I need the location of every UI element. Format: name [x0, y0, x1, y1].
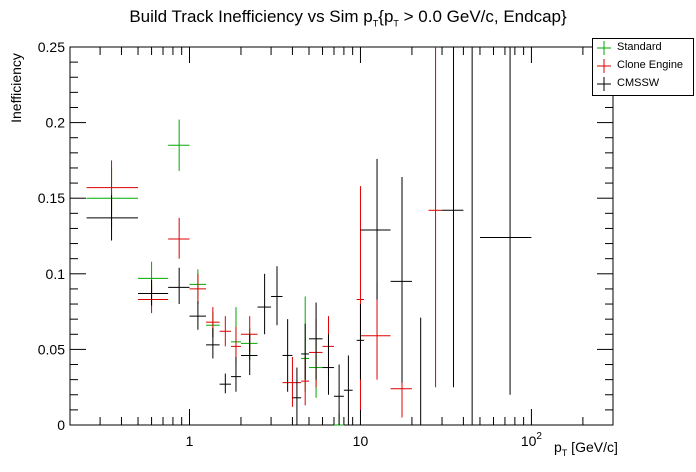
chart-title: Build Track Inefficiency vs Sim pT{pT > …: [129, 7, 567, 29]
point-clone-engine: [390, 356, 412, 418]
y-tick-label: 0: [57, 417, 65, 433]
legend-item-standard: Standard: [593, 39, 693, 57]
point-standard: [168, 119, 190, 171]
point-clone-engine: [189, 273, 207, 305]
legend: Standard Clone Engine CMSSW: [592, 38, 694, 96]
legend-item-clone-engine: Clone Engine: [593, 57, 693, 75]
point-cmssw: [219, 373, 232, 394]
point-clone-engine: [428, 47, 443, 388]
point-cmssw: [231, 356, 241, 392]
legend-label-clone-engine: Clone Engine: [617, 59, 684, 71]
point-cmssw: [292, 367, 302, 425]
y-axis-label: Inefficiency: [8, 53, 24, 123]
y-tick-label: 0.25: [38, 39, 65, 55]
point-cmssw: [356, 304, 365, 380]
point-clone-engine: [138, 284, 169, 314]
point-cmssw: [479, 47, 532, 395]
legend-marker-standard: [597, 41, 611, 55]
point-cmssw: [333, 364, 344, 425]
point-cmssw: [343, 355, 353, 425]
point-cmssw: [189, 301, 207, 330]
y-tick-label: 0.2: [46, 115, 66, 131]
legend-label-cmssw: CMSSW: [617, 77, 660, 89]
plot-frame: [69, 46, 614, 426]
point-cmssw: [168, 267, 190, 305]
point-cmssw: [282, 319, 293, 392]
point-cmssw: [257, 273, 272, 335]
y-tick-label: 0.05: [38, 341, 65, 357]
point-cmssw: [442, 47, 464, 388]
legend-label-standard: Standard: [617, 41, 662, 53]
point-cmssw: [138, 279, 169, 306]
point-cmssw: [271, 266, 283, 326]
point-standard: [86, 167, 139, 229]
point-clone-engine: [219, 316, 232, 347]
point-clone-engine: [168, 217, 190, 259]
legend-marker-clone-engine: [597, 59, 611, 73]
x-axis-label: pT [GeV/c]: [554, 439, 618, 458]
point-clone-engine: [360, 281, 391, 380]
x-tick-label: 1: [186, 433, 194, 449]
point-cmssw: [206, 328, 220, 359]
point-cmssw: [86, 195, 139, 241]
point-clone-engine: [282, 356, 302, 407]
point-cmssw: [322, 334, 334, 395]
y-tick-label: 0.15: [38, 190, 65, 206]
point-cmssw: [301, 323, 309, 380]
point-cmssw: [411, 317, 429, 426]
point-cmssw: [390, 177, 412, 383]
legend-marker-cmssw: [597, 77, 611, 91]
legend-item-cmssw: CMSSW: [593, 75, 693, 93]
x-tick-label: 102: [521, 431, 543, 449]
point-cmssw: [360, 158, 391, 300]
point-cmssw: [308, 302, 323, 380]
y-tick-label: 0.1: [46, 266, 66, 282]
point-standard: [138, 261, 169, 292]
x-tick-label: 10: [353, 433, 369, 449]
point-clone-engine: [86, 160, 139, 214]
point-cmssw: [240, 334, 258, 376]
point-cmssw: [463, 47, 480, 426]
